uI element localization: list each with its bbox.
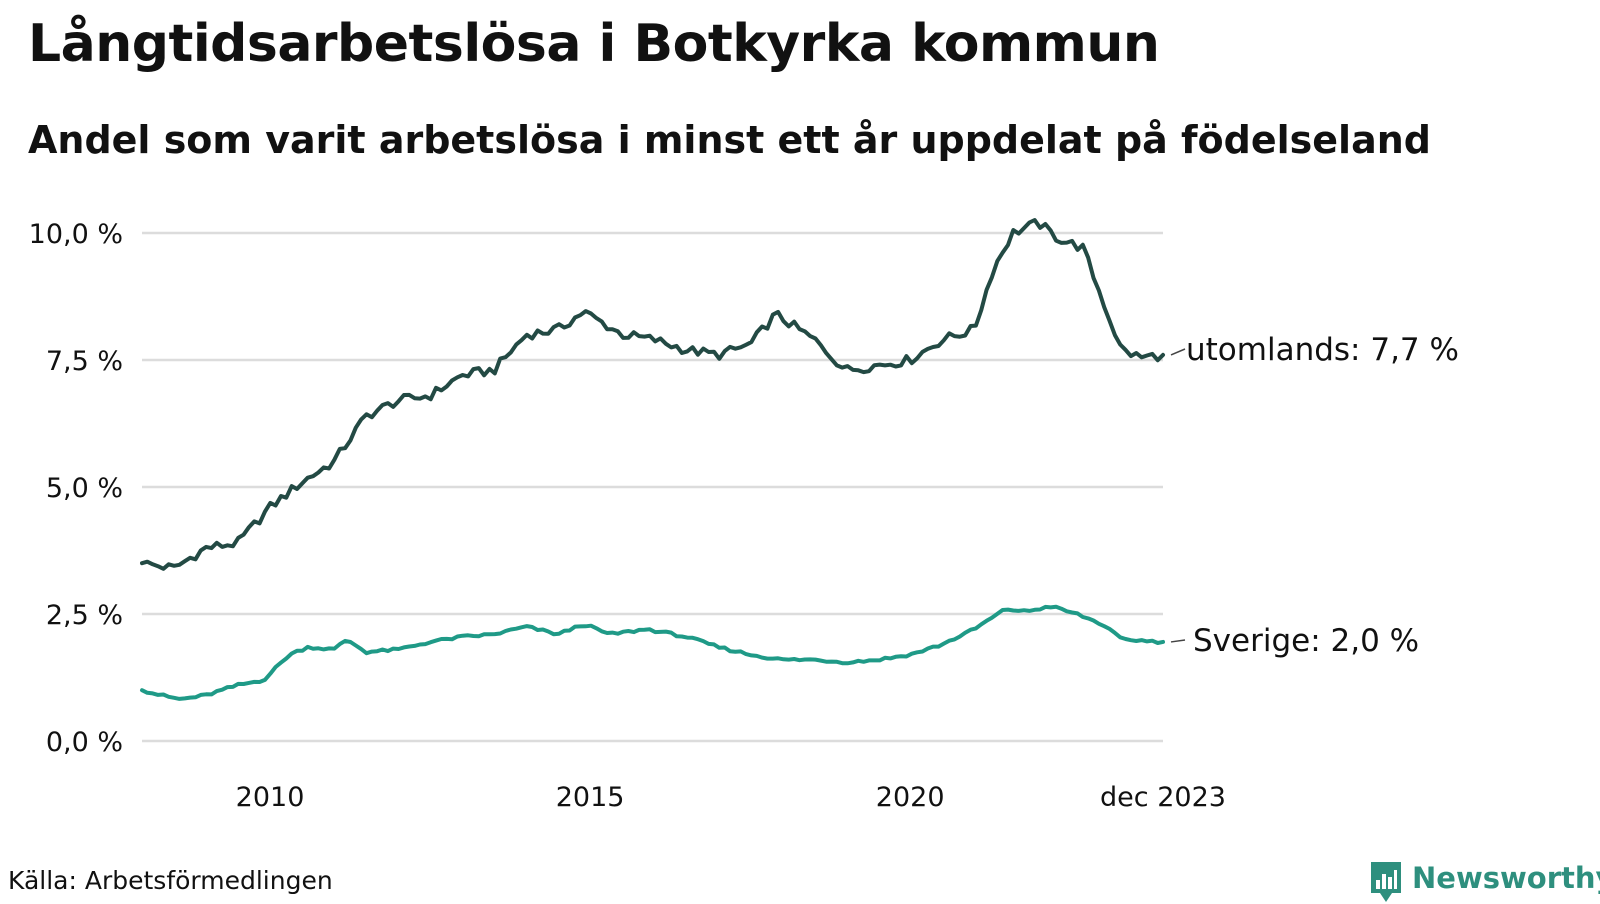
series-end-label-sverige: Sverige: 2,0 % [1193,623,1419,659]
newsworthy-logo-icon [1371,862,1401,902]
chart-title: Långtidsarbetslösa i Botkyrka kommun [28,14,1160,74]
brand-name: Newsworthy [1412,861,1600,895]
series-end-label-utomlands: utomlands: 7,7 % [1186,332,1459,368]
y-axis-ticks: 0,0 % 2,5 % 5,0 % 7,5 % 10,0 % [29,219,123,758]
x-axis-ticks: 2010 2015 2020 dec 2023 [236,782,1226,813]
end-label-connector [1170,348,1186,356]
y-tick-label: 7,5 % [46,346,123,377]
y-tick-label: 5,0 % [46,473,123,504]
x-tick-label: 2015 [556,782,625,813]
brand-logo: Newsworthy [1368,860,1600,904]
x-tick-label: dec 2023 [1100,782,1226,813]
x-tick-label: 2010 [236,782,305,813]
series-lines [140,218,1165,701]
source-note: Källa: Arbetsförmedlingen [8,866,333,895]
line-chart: 0,0 % 2,5 % 5,0 % 7,5 % 10,0 % 2010 2015 2020 d… [29,218,1459,813]
y-tick-label: 10,0 % [29,219,123,250]
chart-subtitle: Andel som varit arbetslösa i minst ett å… [28,118,1431,162]
grid-lines [142,231,1163,743]
series-line-sverige [140,604,1165,701]
y-tick-label: 2,5 % [46,600,123,631]
x-tick-label: 2020 [876,782,945,813]
end-label-connector [1170,639,1186,643]
y-tick-label: 0,0 % [46,727,123,758]
series-line-utomlands [140,218,1165,571]
series-end-labels: utomlands: 7,7 % Sverige: 2,0 % [1170,332,1459,659]
